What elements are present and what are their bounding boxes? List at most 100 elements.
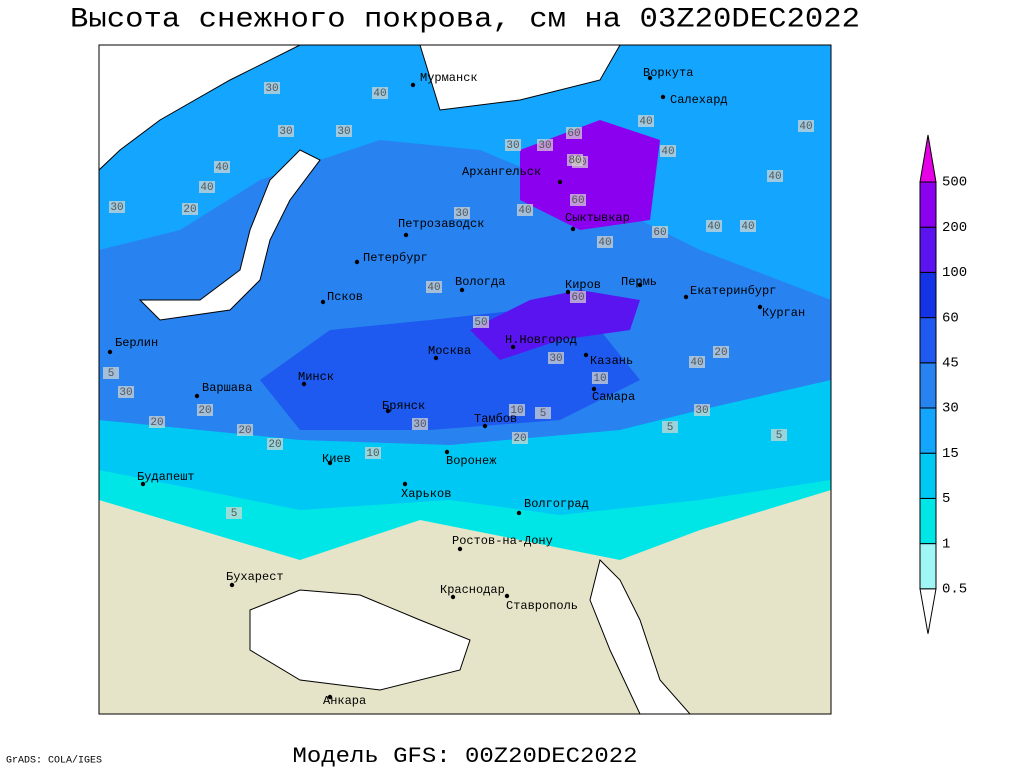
map-frame [98,44,832,715]
colorbar-label: 1 [942,536,950,552]
contour-label: 20 [183,204,196,216]
colorbar-below [919,588,937,634]
city-dot [637,282,643,288]
colorbar-segment [919,317,937,364]
contour-label: 30 [265,83,278,95]
contour-label: 40 [741,221,754,233]
contour-label-box [512,432,528,444]
city-dot [107,349,113,355]
contour-label: 20 [238,425,251,437]
contour-label-box [509,404,525,416]
contour-label: 10 [366,448,379,460]
overlay: 4030304030203040603030406080404040406060… [103,66,967,708]
contour-label-box [798,120,814,132]
contour-label-box [365,447,381,459]
contour-label: 5 [776,430,783,442]
contour-label: 5 [540,408,547,420]
city-label: Будапешт [137,470,195,484]
contour-label: 40 [799,121,812,133]
city-dot [565,289,571,295]
contour-label: 30 [695,405,708,417]
contour-label: 40 [768,171,781,183]
contour-label-box [592,372,608,384]
contour-label: 30 [506,140,519,152]
city-label: Казань [590,354,633,368]
contour-label: 30 [279,126,292,138]
south-snow [99,380,831,520]
contour-label: 30 [455,208,468,220]
contour-label-box [226,507,242,519]
contour-label-box [638,115,654,127]
contour-label: 60 [571,292,584,304]
contour-label-box [264,82,280,94]
contour-label: 60 [571,195,584,207]
contour-label: 10 [510,405,523,417]
contour-label-box [706,220,722,232]
city-label: Ростов-на-Дону [452,534,553,548]
city-label: Пермь [621,275,657,289]
contour-label-box [566,127,582,139]
city-label: Петрозаводск [398,217,484,231]
city-label: Вологда [455,275,505,289]
city-dot [354,259,360,265]
city-dot [683,294,689,300]
barents-sea [99,45,301,171]
city-label: Волгоград [524,497,589,511]
city-dot [194,393,200,399]
purple-north [520,120,660,230]
city-label: Мурманск [420,71,478,85]
colorbar-label: 15 [942,446,959,462]
city-label: Берлин [115,336,158,350]
contour-label-box [267,438,283,450]
contour-label-box [118,386,134,398]
contour-label: 40 [707,221,720,233]
contour-label-box [597,236,613,248]
city-dot [457,546,463,552]
contour-label-box [278,125,294,137]
colorbar-label: 0.5 [942,582,967,598]
purple-center [470,290,640,360]
colorbar-label: 30 [942,401,959,417]
contour-label: 40 [200,182,213,194]
caspian-sea [589,559,691,714]
city-dot [591,386,597,392]
contour-label: 5 [231,508,238,520]
city-label: Анкара [323,694,366,708]
city-label: Салехард [670,93,728,107]
city-label: Архангельск [462,165,541,179]
contour-label-box [767,170,783,182]
city-dot [327,694,333,700]
city-label: Н.Новгород [505,333,577,347]
city-dot [450,594,456,600]
city-label: Краснодар [440,583,505,597]
city-label: Самара [592,390,635,404]
city-label: Тамбов [474,412,517,426]
contour-label: 30 [538,140,551,152]
city-label: Псков [327,290,363,304]
contour-label: 20 [513,433,526,445]
contour-label: 10 [593,373,606,385]
contour-label-box [535,407,551,419]
contour-label: 80 [568,155,581,167]
contour-label-box [567,154,583,166]
contour-label: 5 [108,368,115,380]
contour-label-box [372,87,388,99]
contour-label: 40 [373,88,386,100]
contour-label-box [199,181,215,193]
contour-label-box [336,125,352,137]
contour-label: 30 [549,353,562,365]
colorbar-segment [919,543,937,590]
city-label: Екатеринбург [690,284,776,298]
contour-label-box [660,145,676,157]
contour-label-box [412,418,428,430]
contour-label: 40 [690,357,703,369]
colorbar-label: 5 [942,491,950,507]
contour-label-box [689,356,705,368]
colorbar-segment [919,407,937,454]
contour-label-box [570,194,586,206]
city-label: Сыктывкар [565,211,630,225]
contour-label-box [548,352,564,364]
contour-label-box [505,139,521,151]
city-dot [403,232,409,238]
